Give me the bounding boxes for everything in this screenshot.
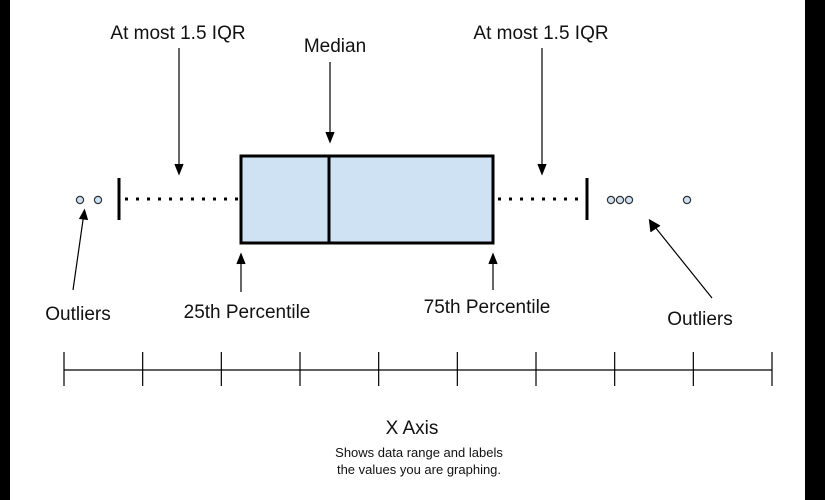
x-axis — [63, 352, 773, 386]
outlier-point — [75, 195, 85, 205]
label-median: Median — [304, 36, 366, 57]
interquartile-box — [239, 154, 495, 245]
annotation-arrows — [72, 48, 713, 299]
outlier-point — [606, 195, 616, 205]
x-axis-ticks — [63, 352, 773, 386]
arrow-outliers-left — [72, 212, 85, 291]
arrow-outliers-right — [650, 221, 713, 299]
x-axis-caption-line-2: the values you are graphing. — [337, 462, 501, 477]
diagram-panel — [10, 0, 805, 500]
arrowhead — [236, 252, 246, 265]
label-percentile-25: 25th Percentile — [184, 302, 311, 323]
arrowhead — [325, 131, 335, 144]
label-outliers-right: Outliers — [667, 309, 732, 330]
arrowhead — [648, 218, 661, 233]
x-axis-title: X Axis — [386, 418, 439, 439]
outlier-point — [624, 195, 634, 205]
arrowhead — [537, 163, 547, 176]
outlier-point — [615, 195, 625, 205]
outlier-point — [93, 195, 103, 205]
arrowhead — [174, 163, 184, 176]
right-outlier-points — [606, 195, 692, 205]
label-whisker-right: At most 1.5 IQR — [473, 23, 608, 44]
x-axis-caption-line-1: Shows data range and labels — [335, 445, 503, 460]
arrowhead — [78, 208, 89, 221]
label-outliers-left: Outliers — [45, 304, 110, 325]
label-percentile-75: 75th Percentile — [424, 297, 551, 318]
label-whisker-left: At most 1.5 IQR — [110, 23, 245, 44]
outlier-point — [682, 195, 692, 205]
left-outlier-points — [75, 195, 103, 205]
arrowhead — [488, 252, 498, 265]
